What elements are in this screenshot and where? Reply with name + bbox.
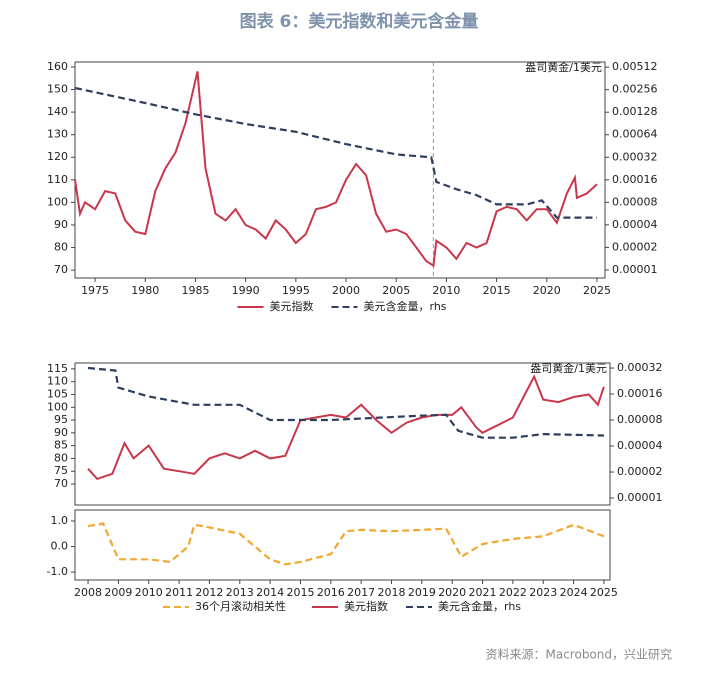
y-tick-label: 90 [54, 426, 68, 439]
y2-axis-label: 盎司黄金/1美元 [525, 60, 602, 74]
x-tick-label: 1975 [81, 284, 109, 297]
x-tick-label: 2010 [432, 284, 460, 297]
plot-frame [74, 61, 606, 279]
y-tick-label: 85 [54, 439, 68, 452]
series-line [87, 374, 605, 481]
x-tick-label: 2015 [286, 586, 314, 599]
series-line [87, 522, 605, 566]
x-tick-label: 2014 [256, 586, 284, 599]
y-tick-label: 110 [47, 173, 68, 186]
x-tick-label: 2025 [590, 586, 618, 599]
y-tick-label: 0.0 [51, 540, 69, 553]
x-tick-label: 2013 [226, 586, 254, 599]
y-tick-label: 75 [54, 464, 68, 477]
x-tick-label: 2011 [165, 586, 193, 599]
x-tick-label: 2000 [332, 284, 360, 297]
y-tick-label: -1.0 [47, 565, 68, 578]
y-tick-label: 150 [47, 83, 68, 96]
x-tick-label: 2024 [560, 586, 588, 599]
y2-tick-label: 0.00016 [612, 173, 658, 186]
y-tick-label: 120 [47, 150, 68, 163]
x-tick-label: 1985 [181, 284, 209, 297]
y-tick-label: 115 [47, 362, 68, 375]
x-tick-label: 2017 [347, 586, 375, 599]
y2-tick-label: 0.00004 [617, 439, 663, 452]
y2-tick-label: 0.00016 [617, 387, 663, 400]
x-tick-label: 2012 [195, 586, 223, 599]
plot-frame [74, 509, 611, 581]
y-tick-label: 105 [47, 387, 68, 400]
x-tick-label: 2025 [583, 284, 611, 297]
x-tick-label: 2005 [382, 284, 410, 297]
x-tick-label: 2022 [499, 586, 527, 599]
y-tick-label: 80 [54, 241, 68, 254]
x-tick-label: 2023 [529, 586, 557, 599]
y2-tick-label: 0.00256 [612, 83, 658, 96]
plot-frame [74, 362, 611, 506]
y-tick-label: 70 [54, 477, 68, 490]
y-tick-label: 70 [54, 263, 68, 276]
legend-label: 美元指数 [270, 299, 314, 313]
y-tick-label: 130 [47, 128, 68, 141]
series-line [74, 86, 597, 219]
legend-label: 36个月滚动相关性 [195, 599, 286, 613]
x-tick-label: 2008 [74, 586, 102, 599]
y2-tick-label: 0.00001 [612, 263, 658, 276]
y-tick-label: 90 [54, 218, 68, 231]
x-tick-label: 2009 [104, 586, 132, 599]
x-tick-label: 2019 [408, 586, 436, 599]
y-tick-label: 1.0 [51, 514, 69, 527]
y2-tick-label: 0.00008 [612, 195, 658, 208]
y2-tick-label: 0.00002 [612, 240, 658, 253]
y2-tick-label: 0.00032 [612, 150, 658, 163]
y2-tick-label: 0.00004 [612, 218, 658, 231]
y2-tick-label: 0.00128 [612, 105, 658, 118]
x-tick-label: 2016 [317, 586, 345, 599]
x-tick-label: 2020 [533, 284, 561, 297]
y-tick-label: 95 [54, 413, 68, 426]
y-tick-label: 140 [47, 105, 68, 118]
source: 资料来源：Macrobond，兴业研究 [486, 647, 673, 662]
x-tick-label: 1995 [282, 284, 310, 297]
y2-axis-label: 盎司黄金/1美元 [530, 361, 607, 375]
y2-tick-label: 0.00512 [612, 60, 658, 73]
y-tick-label: 110 [47, 375, 68, 388]
legend-label: 美元含金量，rhs [364, 299, 447, 313]
x-tick-label: 2021 [469, 586, 497, 599]
y-tick-label: 80 [54, 451, 68, 464]
y2-tick-label: 0.00001 [617, 491, 663, 504]
y-tick-label: 160 [47, 60, 68, 73]
y2-tick-label: 0.00002 [617, 465, 663, 478]
y2-tick-label: 0.00064 [612, 128, 658, 141]
x-tick-label: 1980 [131, 284, 159, 297]
y2-tick-label: 0.00008 [617, 413, 663, 426]
x-tick-label: 2018 [378, 586, 406, 599]
y-tick-label: 100 [47, 400, 68, 413]
page-title: 图表 6：美元指数和美元含金量 [240, 11, 479, 32]
x-tick-label: 2015 [483, 284, 511, 297]
y2-tick-label: 0.00032 [617, 361, 663, 374]
x-tick-label: 2020 [438, 586, 466, 599]
legend-label: 美元指数 [344, 599, 388, 613]
x-tick-label: 2010 [135, 586, 163, 599]
series-line [87, 366, 604, 439]
legend-label: 美元含金量，rhs [438, 599, 521, 613]
series-line [74, 71, 598, 268]
y-tick-label: 100 [47, 195, 68, 208]
x-tick-label: 1990 [232, 284, 260, 297]
